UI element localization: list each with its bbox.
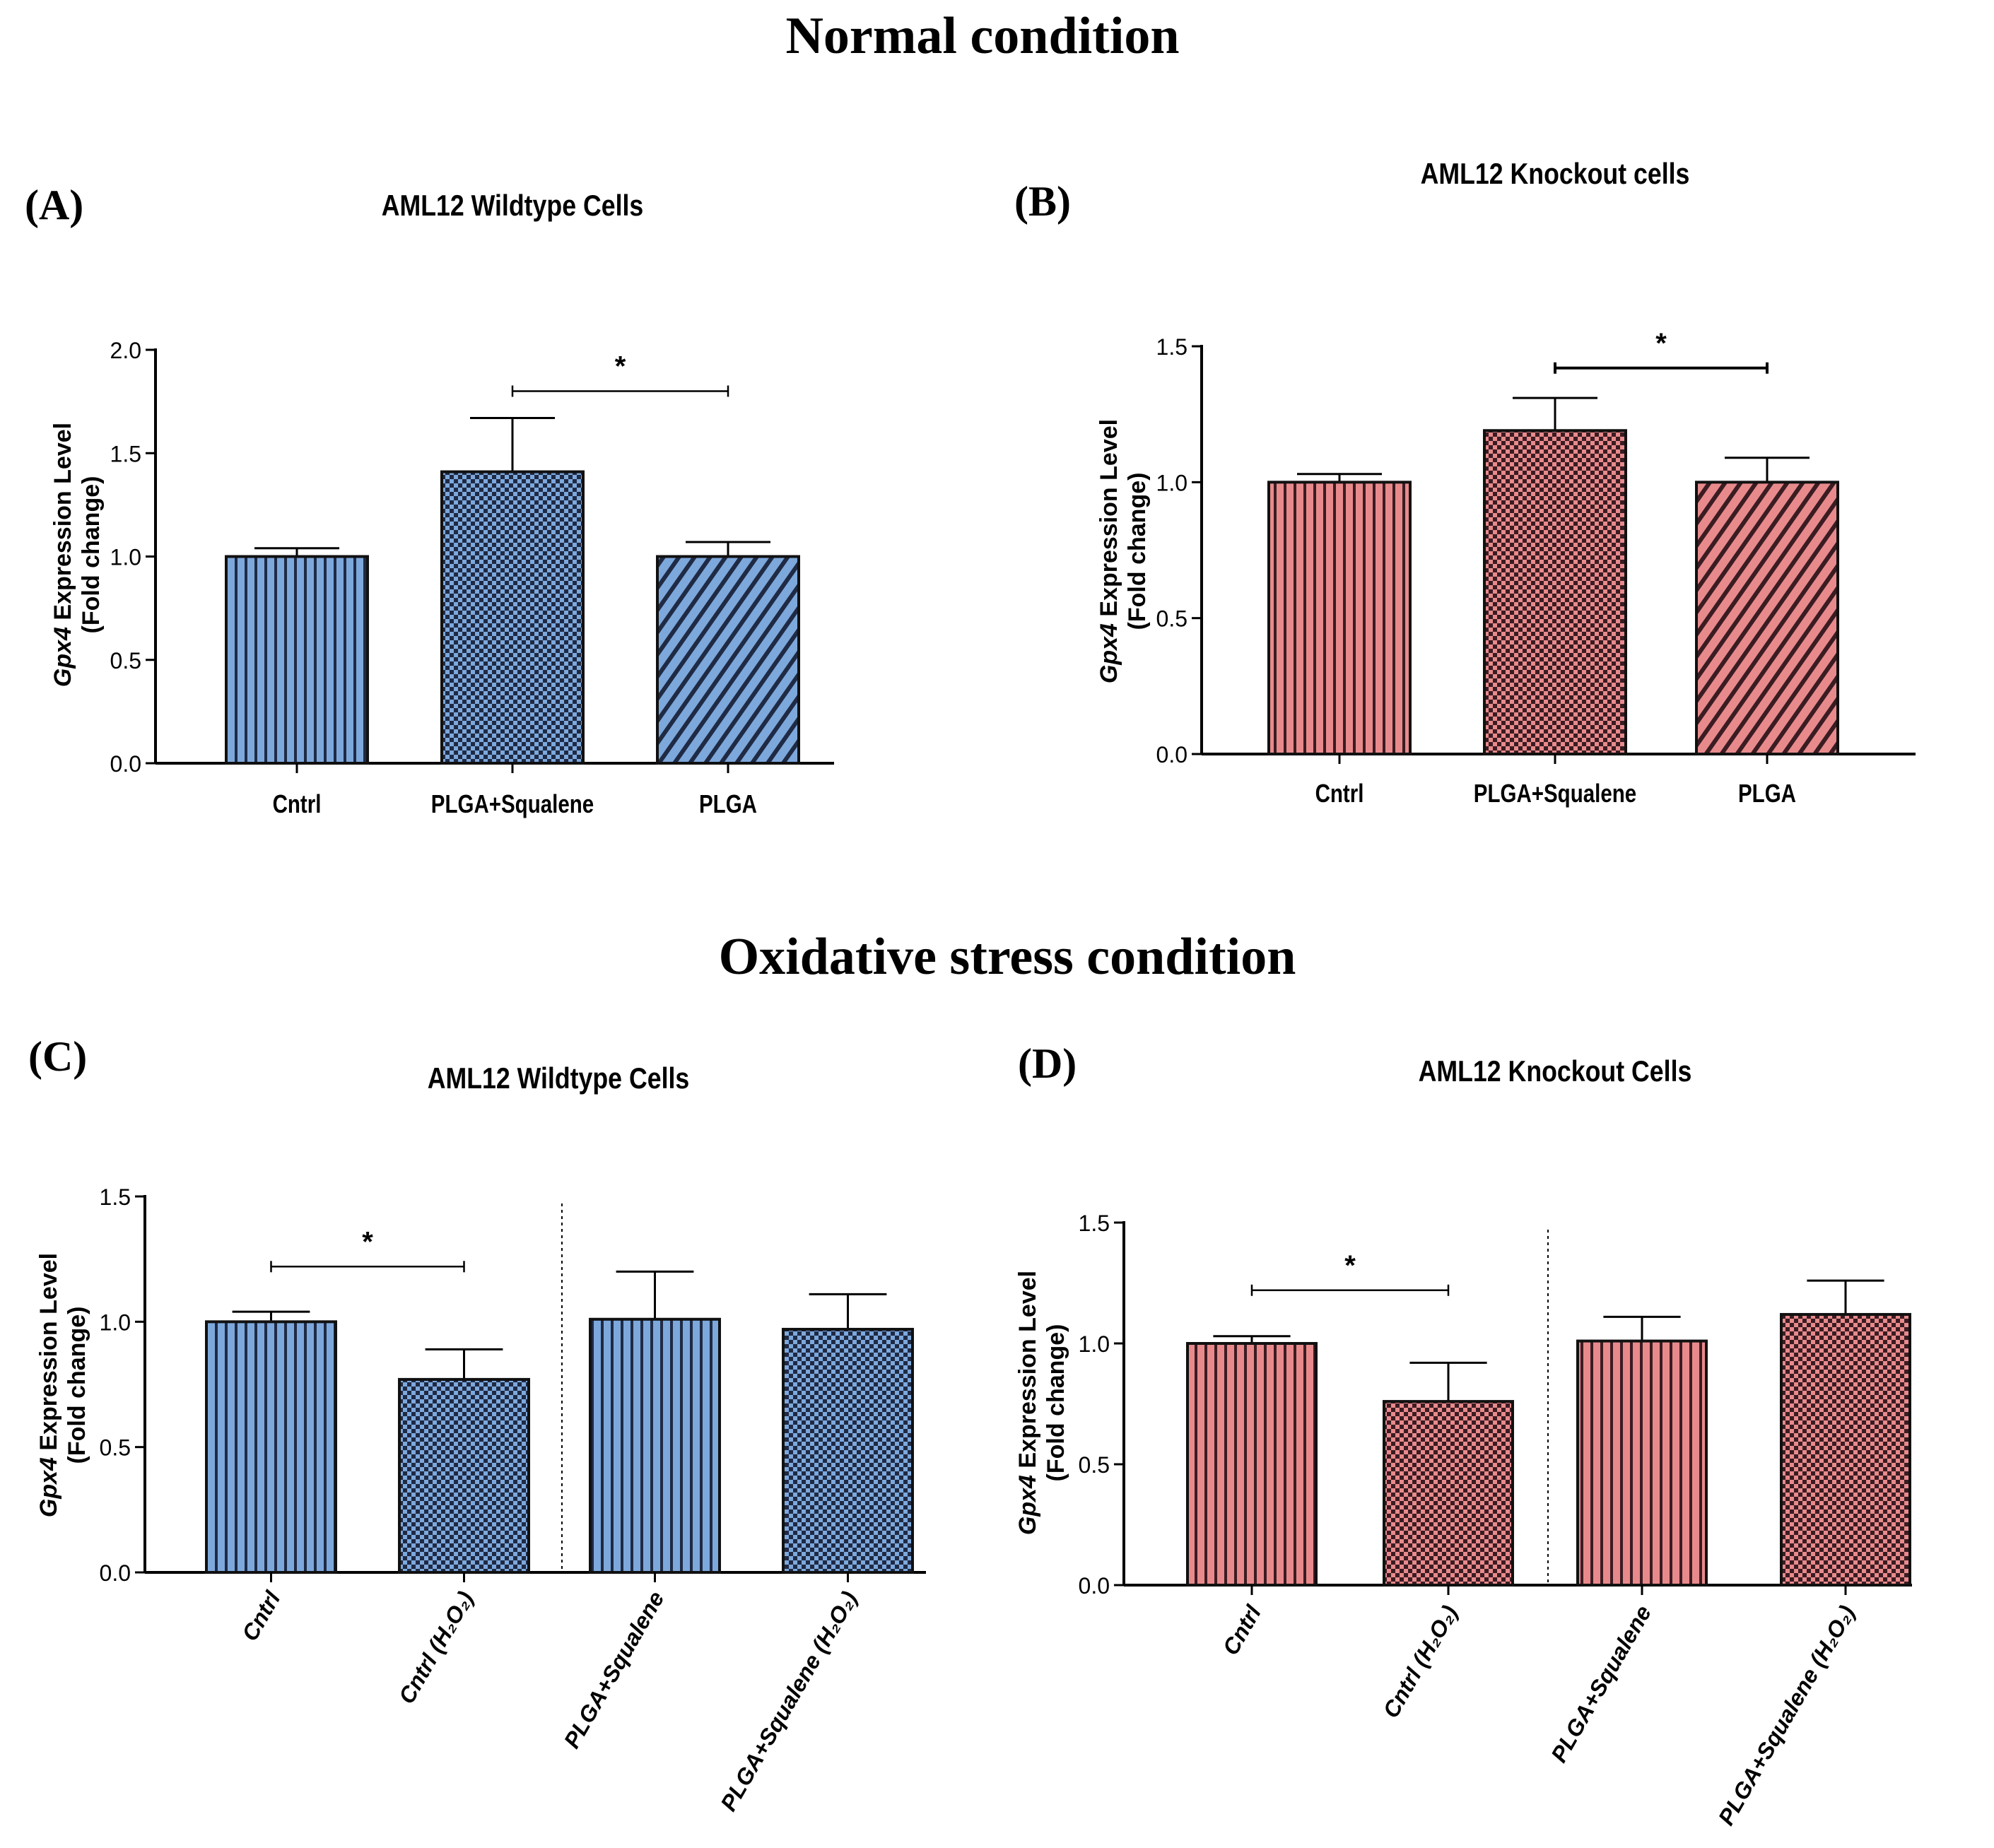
category-label: Cntrl <box>237 1587 286 1646</box>
y-tick-label: 1.0 <box>1156 470 1187 495</box>
y-axis-label-rest: Expression Level <box>35 1253 62 1457</box>
chart-title: AML12 Knockout Cells <box>1419 1055 1692 1088</box>
y-tick-label: 1.5 <box>100 1184 131 1210</box>
y-tick-label: 1.5 <box>1156 334 1187 360</box>
y-axis-label: Gpx4 Expression Level (Fold change) <box>1096 419 1151 683</box>
category-label: PLGA <box>1738 779 1796 807</box>
bar <box>205 1320 337 1575</box>
y-tick-label: 1.0 <box>1079 1331 1110 1357</box>
category-label: PLGA+Squalene (H₂O₂) <box>715 1587 862 1815</box>
bar <box>1267 481 1412 755</box>
bar <box>589 1317 721 1574</box>
y-axis-label-rest: Expression Level <box>1096 419 1122 623</box>
bar <box>1483 429 1627 755</box>
category-label: PLGA+Squalene <box>1474 779 1636 807</box>
y-axis-label-rest: Expression Level <box>1014 1271 1041 1475</box>
bar <box>1695 481 1839 755</box>
panel-letter: (A) <box>25 182 83 228</box>
charts-group: (A) AML12 Wildtype Cells Gpx4 Expression L… <box>25 158 1916 1830</box>
significance-star: * <box>362 1226 373 1257</box>
category-label: PLGA+Squalene <box>431 789 594 818</box>
bar <box>440 470 585 765</box>
chart-panel-1: (A) AML12 Wildtype Cells Gpx4 Expression L… <box>25 182 834 818</box>
y-tick-label: 1.5 <box>110 441 141 466</box>
y-axis-label: Gpx4 Expression Level (Fold change) <box>1014 1271 1069 1535</box>
y-axis-label-gene: Gpx4 <box>1096 623 1122 683</box>
y-axis-label-line2: (Fold change) <box>1043 1324 1069 1482</box>
y-tick-label: 0.5 <box>100 1435 131 1461</box>
y-axis-label-line2: (Fold change) <box>64 1307 90 1464</box>
y-tick-label: 1.0 <box>110 545 141 570</box>
y-axis-label-line2: (Fold change) <box>1124 473 1151 630</box>
y-tick-label: 0.0 <box>110 751 141 777</box>
y-axis-label: Gpx4 Expression Level (Fold change) <box>49 423 105 687</box>
significance-star: * <box>615 351 626 382</box>
y-tick-label: 0.0 <box>1079 1573 1110 1599</box>
y-tick-label: 0.0 <box>100 1560 131 1586</box>
bar <box>398 1377 530 1574</box>
bar <box>1780 1312 1911 1587</box>
y-axis-label-line2: (Fold change) <box>78 476 105 634</box>
category-label: Cntrl (H₂O₂) <box>394 1587 479 1709</box>
significance-star: * <box>1655 328 1667 359</box>
chart-title: AML12 Wildtype Cells <box>382 189 644 222</box>
bar <box>1383 1400 1514 1587</box>
oxidative-condition-title: Oxidative stress condition <box>719 928 1296 986</box>
y-axis-label-gene: Gpx4 <box>49 627 76 687</box>
y-axis-label-gene: Gpx4 <box>35 1457 62 1517</box>
y-tick-label: 0.5 <box>1156 606 1187 632</box>
y-axis-label: Gpx4 Expression Level (Fold change) <box>35 1253 90 1517</box>
significance-star: * <box>1344 1250 1356 1281</box>
chart-panel-4: (D) AML12 Knockout Cells Gpx4 Expression L… <box>1014 1040 1912 1830</box>
category-label: PLGA <box>699 789 757 818</box>
category-label: Cntrl <box>273 789 322 818</box>
bar <box>1186 1342 1318 1587</box>
category-label: PLGA+Squalene (H₂O₂) <box>1713 1601 1860 1830</box>
y-axis-label-line1: Gpx4 Expression Level <box>1096 419 1122 683</box>
y-tick-label: 2.0 <box>110 338 141 363</box>
category-label: Cntrl (H₂O₂) <box>1378 1601 1462 1723</box>
chart-panel-3: (C) AML12 Wildtype Cells Gpx4 Expression L… <box>28 1033 926 1815</box>
y-tick-label: 1.0 <box>100 1310 131 1335</box>
chart-panel-2: (B) AML12 Knockout cells Gpx4 Expression L… <box>1014 158 1916 808</box>
panel-letter: (C) <box>28 1033 87 1080</box>
normal-condition-title: Normal condition <box>785 7 1179 65</box>
y-tick-label: 0.0 <box>1156 742 1187 767</box>
category-label: PLGA+Squalene <box>1546 1601 1656 1767</box>
bar <box>1576 1339 1708 1587</box>
panel-letter: (D) <box>1018 1040 1077 1087</box>
y-axis-label-line1: Gpx4 Expression Level <box>49 423 76 687</box>
y-axis-label-line1: Gpx4 Expression Level <box>35 1253 62 1517</box>
bar <box>225 555 369 765</box>
bar <box>656 555 800 765</box>
chart-title: AML12 Knockout cells <box>1421 158 1690 190</box>
panel-letter: (B) <box>1014 178 1071 225</box>
chart-title: AML12 Wildtype Cells <box>428 1062 690 1095</box>
y-tick-label: 1.5 <box>1079 1211 1110 1236</box>
y-axis-label-gene: Gpx4 <box>1014 1475 1041 1535</box>
bar <box>782 1327 914 1575</box>
y-tick-label: 0.5 <box>110 648 141 673</box>
category-label: Cntrl <box>1315 779 1364 807</box>
y-axis-label-rest: Expression Level <box>49 423 76 627</box>
category-label: Cntrl <box>1218 1601 1267 1660</box>
y-tick-label: 0.5 <box>1079 1452 1110 1478</box>
category-label: PLGA+Squalene <box>558 1587 669 1753</box>
y-axis-label-line1: Gpx4 Expression Level <box>1014 1271 1041 1535</box>
